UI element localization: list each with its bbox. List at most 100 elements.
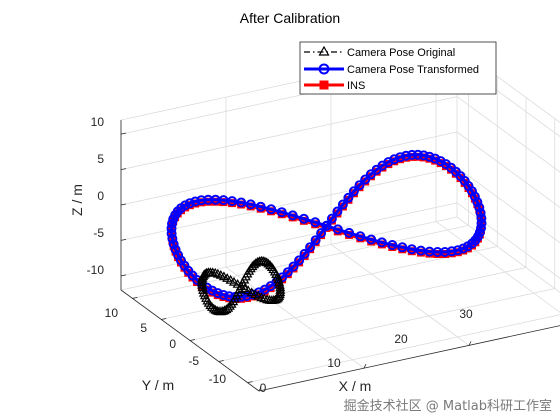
x-tick-label: 20	[394, 332, 408, 346]
data-point-triangle	[259, 256, 270, 266]
data-point-circle	[366, 234, 377, 245]
x-axis-line	[258, 325, 560, 392]
grid-line	[456, 202, 560, 279]
data-point-triangle	[208, 303, 219, 313]
data-point-circle	[476, 213, 487, 224]
z-tick-label: -5	[93, 226, 104, 240]
data-point-triangle	[234, 284, 245, 294]
series-1	[166, 149, 487, 302]
data-point-circle	[389, 154, 400, 165]
data-point-circle	[190, 196, 201, 207]
data-point-circle	[401, 150, 412, 161]
data-point-triangle	[252, 256, 263, 266]
data-point-circle	[167, 233, 178, 244]
data-point-circle	[288, 261, 299, 272]
data-point-circle	[245, 199, 256, 210]
data-point-circle	[170, 244, 181, 255]
data-point-circle	[376, 237, 387, 248]
y-tick-label: -5	[188, 354, 199, 368]
data-point-circle	[168, 239, 179, 250]
x-tick-label: 30	[459, 307, 473, 321]
x-tick-label: 10	[327, 356, 341, 370]
data-point-circle	[255, 201, 266, 212]
data-point-circle	[207, 285, 218, 296]
data-point-circle	[167, 218, 177, 229]
data-point-circle	[310, 217, 321, 228]
data-point-circle	[430, 153, 441, 164]
tick-labels: 10 5 0 -5 -10 10 5 0 -5 -10 0 10 20 30	[87, 115, 473, 395]
data-point-circle	[424, 151, 435, 162]
x-tick-mark	[363, 364, 367, 369]
grid-line	[120, 216, 458, 291]
y-tick-mark	[247, 381, 253, 383]
y-tick-mark	[218, 360, 224, 362]
y-tick-label: 10	[105, 306, 119, 320]
x-axis-label: X / m	[339, 378, 372, 394]
data-point-circle	[332, 206, 343, 217]
data-point-circle	[344, 227, 355, 238]
grid-line	[456, 167, 560, 244]
data-point-circle	[316, 228, 327, 239]
square-marker-icon	[319, 80, 329, 90]
data-point-circle	[184, 198, 195, 209]
data-point-circle	[196, 195, 207, 206]
data-point-circle	[166, 223, 177, 234]
grid-line	[218, 288, 555, 362]
y-axis-label: Y / m	[142, 377, 174, 393]
data-point-circle	[294, 255, 305, 266]
data-point-circle	[476, 218, 487, 229]
grid-line	[120, 96, 458, 170]
data-point-circle	[287, 210, 298, 221]
y-tick-mark	[161, 318, 167, 320]
data-point-circle	[337, 199, 348, 210]
data-point-circle	[299, 248, 310, 259]
data-point-circle	[387, 240, 398, 250]
data-point-triangle	[275, 287, 286, 297]
x-tick-label: 0	[260, 381, 267, 395]
data-point-circle	[354, 180, 365, 191]
data-point-circle	[395, 152, 406, 163]
data-point-circle	[212, 288, 223, 299]
data-point-circle	[343, 192, 354, 203]
data-point-circle	[415, 245, 426, 256]
data-point-circle	[360, 174, 371, 185]
circle-marker-icon	[318, 63, 330, 75]
grid-line	[120, 167, 458, 241]
z-tick-label: -10	[87, 263, 105, 277]
legend-label: Camera Pose Original	[347, 47, 455, 59]
z-tick-label: 0	[97, 189, 104, 203]
x-tick-mark	[468, 341, 472, 346]
data-point-triangle	[198, 285, 209, 294]
data-point-triangle	[263, 258, 274, 268]
data-point-circle	[166, 228, 177, 239]
data-point-circle	[355, 231, 366, 242]
data-point-circle	[266, 204, 277, 215]
grid-line	[247, 314, 560, 383]
data-point-circle	[218, 290, 229, 300]
data-point-circle	[446, 246, 457, 257]
data-point-circle	[305, 242, 316, 253]
data-point-circle	[472, 197, 483, 208]
x-tick-mark	[258, 386, 262, 392]
legend: Camera Pose Original Camera Pose Transfo…	[299, 41, 497, 95]
y-tick-label: 5	[140, 321, 147, 335]
chart-title: After Calibration	[240, 10, 340, 26]
data-point-triangle	[225, 274, 236, 284]
data-point-triangle	[243, 285, 254, 295]
z-tick-mark	[120, 274, 127, 277]
z-tick-label: 10	[91, 115, 105, 129]
data-point-circle	[310, 235, 321, 246]
data-point-circle	[469, 191, 480, 202]
data-point-circle	[321, 220, 332, 231]
z-tick-mark	[120, 239, 127, 241]
y-tick-label: -10	[209, 372, 227, 386]
data-point-circle	[406, 244, 417, 255]
data-point-circle	[276, 207, 287, 218]
data-point-circle	[412, 149, 423, 160]
grid-line	[120, 131, 458, 206]
grid-line	[456, 131, 560, 208]
data-point-triangle	[206, 302, 218, 311]
data-point-triangle	[239, 283, 250, 293]
